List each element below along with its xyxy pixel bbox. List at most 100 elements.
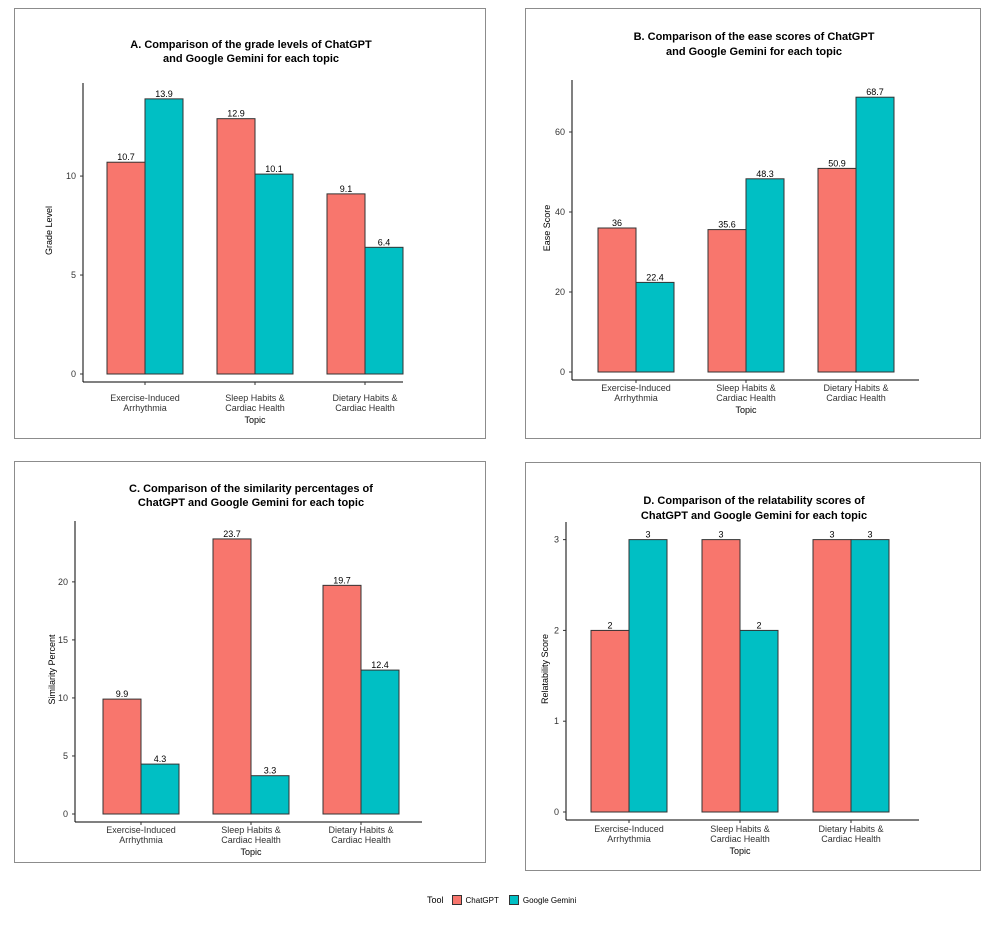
chart-a-x-tick-label: Cardiac Health <box>335 403 395 413</box>
chart-panel-d: D. Comparison of the relatability scores… <box>525 462 981 871</box>
chart-a-data-label-chatgpt: 10.7 <box>117 152 135 162</box>
legend: Tool ChatGPT Google Gemini <box>427 893 586 907</box>
chart-d-x-label: Topic <box>729 846 751 856</box>
chart-a-y-tick-label: 10 <box>66 171 76 181</box>
chart-d-svg: D. Comparison of the relatability scores… <box>540 495 919 856</box>
chart-panel-b: B. Comparison of the ease scores of Chat… <box>525 8 981 439</box>
chart-d-data-label-chatgpt: 3 <box>829 530 834 540</box>
chart-c-title-line-1: C. Comparison of the similarity percenta… <box>129 483 373 495</box>
chart-c-bar-chatgpt <box>322 584 362 815</box>
chart-c-data-label-chatgpt: 9.9 <box>116 689 129 699</box>
chart-d-bar-gemini <box>739 629 779 813</box>
chart-b-y-tick-label: 60 <box>555 127 565 137</box>
chart-d-data-label-gemini: 3 <box>645 530 650 540</box>
chart-d-x-tick-label: Exercise-Induced <box>594 824 664 834</box>
chart-d-x-tick-label: Sleep Habits & <box>710 824 770 834</box>
chart-d-y-tick-label: 2 <box>554 625 559 635</box>
chart-a-bar-gemini <box>364 246 404 375</box>
chart-c-y-tick-label: 10 <box>58 693 68 703</box>
chart-a-x-tick-label: Exercise-Induced <box>110 393 180 403</box>
chart-d-bar-chatgpt <box>590 629 630 813</box>
chart-a-bar-chatgpt <box>216 118 256 375</box>
chart-a-y-tick-label: 5 <box>71 270 76 280</box>
chart-c-x-label: Topic <box>240 847 262 857</box>
chart-c-bar-chatgpt <box>102 698 142 815</box>
chart-b-data-label-chatgpt: 50.9 <box>828 158 846 168</box>
chart-b-x-label: Topic <box>735 405 757 415</box>
chart-d-data-label-chatgpt: 3 <box>718 530 723 540</box>
legend-label-chatgpt: ChatGPT <box>465 895 499 905</box>
chart-c-y-tick-label: 15 <box>58 635 68 645</box>
chart-b-x-tick-label: Exercise-Induced <box>601 383 671 393</box>
chart-c-y-tick-label: 0 <box>63 809 68 819</box>
chart-c-y-tick-label: 20 <box>58 577 68 587</box>
chart-b-y-tick-label: 0 <box>560 367 565 377</box>
chart-b-bar-chatgpt <box>817 167 857 373</box>
chart-c-data-label-chatgpt: 19.7 <box>333 575 351 585</box>
chart-c-y-tick-label: 5 <box>63 751 68 761</box>
chart-d-x-tick-label: Dietary Habits & <box>818 824 883 834</box>
chart-d-data-label-gemini: 3 <box>867 530 872 540</box>
chart-a-x-tick-label: Cardiac Health <box>225 403 285 413</box>
chart-c-x-tick-label: Cardiac Health <box>221 835 281 845</box>
chart-d-y-tick-label: 0 <box>554 807 559 817</box>
chart-a-title-line-2: and Google Gemini for each topic <box>163 53 339 65</box>
chart-b-data-label-gemini: 68.7 <box>866 87 884 97</box>
chart-c-bar-chatgpt <box>212 538 252 815</box>
chart-c-data-label-gemini: 3.3 <box>264 766 277 776</box>
chart-c-x-tick-label: Exercise-Induced <box>106 825 176 835</box>
chart-d-bar-gemini <box>850 539 890 813</box>
chart-c-x-tick-label: Sleep Habits & <box>221 825 281 835</box>
chart-a-svg: A. Comparison of the grade levels of Cha… <box>44 39 404 425</box>
chart-b-data-label-chatgpt: 35.6 <box>718 220 736 230</box>
chart-b-data-label-gemini: 48.3 <box>756 169 774 179</box>
legend-title: Tool <box>427 895 444 905</box>
chart-a-x-label: Topic <box>244 415 266 425</box>
chart-c-x-tick-label: Arrhythmia <box>119 835 163 845</box>
chart-a-data-label-gemini: 13.9 <box>155 89 173 99</box>
chart-c-title-line-2: ChatGPT and Google Gemini for each topic <box>138 497 364 509</box>
chart-c-bar-gemini <box>140 763 180 815</box>
chart-d-x-tick-label: Arrhythmia <box>607 834 651 844</box>
chart-d-y-tick-label: 1 <box>554 716 559 726</box>
chart-b-bar-chatgpt <box>597 227 637 373</box>
chart-d-data-label-chatgpt: 2 <box>607 620 612 630</box>
chart-b-x-tick-label: Cardiac Health <box>826 393 886 403</box>
legend-item-gemini: Google Gemini <box>508 895 577 905</box>
legend-label-gemini: Google Gemini <box>522 895 577 905</box>
chart-d-title-line-2: ChatGPT and Google Gemini for each topic <box>641 510 867 522</box>
legend-swatch-gemini <box>508 895 519 905</box>
chart-a-data-label-chatgpt: 9.1 <box>340 184 353 194</box>
chart-d-data-label-gemini: 2 <box>756 620 761 630</box>
legend-swatch-chatgpt <box>451 895 462 905</box>
chart-d-bar-chatgpt <box>812 539 852 813</box>
chart-b-title-line-1: B. Comparison of the ease scores of Chat… <box>634 31 875 43</box>
chart-a-bar-chatgpt <box>326 193 366 375</box>
chart-b-bar-gemini <box>855 96 895 373</box>
chart-b-svg: B. Comparison of the ease scores of Chat… <box>542 31 919 415</box>
chart-b-data-label-chatgpt: 36 <box>612 218 622 228</box>
chart-b-bar-gemini <box>745 178 785 373</box>
chart-panel-a: A. Comparison of the grade levels of Cha… <box>14 8 486 439</box>
chart-c-data-label-gemini: 12.4 <box>371 660 389 670</box>
chart-a-bar-gemini <box>144 98 184 375</box>
chart-b-bar-chatgpt <box>707 229 747 373</box>
chart-d-x-tick-label: Cardiac Health <box>710 834 770 844</box>
chart-c-data-label-chatgpt: 23.7 <box>223 529 241 539</box>
chart-a-data-label-chatgpt: 12.9 <box>227 109 245 119</box>
chart-b-data-label-gemini: 22.4 <box>646 272 664 282</box>
chart-a-data-label-gemini: 6.4 <box>378 237 391 247</box>
chart-a-title-line-1: A. Comparison of the grade levels of Cha… <box>130 39 372 51</box>
chart-a-bar-gemini <box>254 173 294 375</box>
chart-b-bar-gemini <box>635 281 675 373</box>
chart-b-x-tick-label: Sleep Habits & <box>716 383 776 393</box>
chart-d-title-line-1: D. Comparison of the relatability scores… <box>643 495 865 507</box>
chart-b-x-tick-label: Arrhythmia <box>614 393 658 403</box>
chart-b-x-tick-label: Cardiac Health <box>716 393 776 403</box>
chart-b-title-line-2: and Google Gemini for each topic <box>666 46 842 58</box>
chart-b-x-tick-label: Dietary Habits & <box>823 383 888 393</box>
chart-c-bar-gemini <box>250 775 290 815</box>
chart-a-bar-chatgpt <box>106 161 146 375</box>
chart-c-x-tick-label: Cardiac Health <box>331 835 391 845</box>
chart-d-y-tick-label: 3 <box>554 535 559 545</box>
